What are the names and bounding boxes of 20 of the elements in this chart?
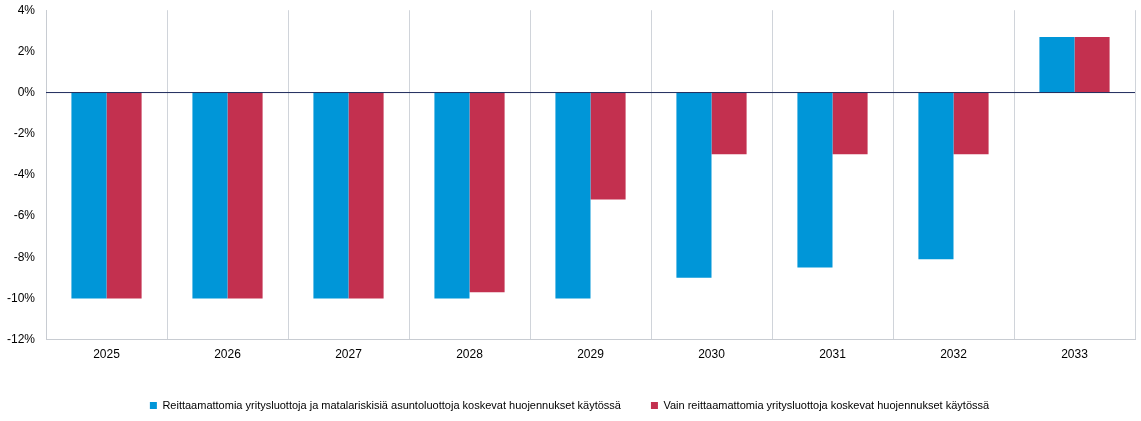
x-tick-label: 2025	[93, 347, 121, 362]
x-tick-label: 2031	[819, 347, 847, 362]
y-tick-label: -8%	[13, 249, 36, 264]
y-tick-label: -12%	[7, 331, 36, 346]
x-tick-label: 2033	[1061, 347, 1089, 362]
y-tick-label: 2%	[17, 43, 36, 58]
x-tick-label: 2026	[214, 347, 242, 362]
y-tick-label: 0%	[17, 84, 36, 99]
y-tick-label: -4%	[13, 167, 36, 182]
x-tick-label: 2027	[335, 347, 363, 362]
legend-label: Reittaamattomia yritysluottoja ja matalariskisiä asuntoluottoja koskevat huojennukset käytössä	[162, 398, 622, 411]
x-tick-label: 2032	[940, 347, 968, 362]
y-tick-label: -10%	[7, 290, 36, 305]
x-tick-label: 2030	[698, 347, 726, 362]
x-tick-label: 2029	[577, 347, 605, 362]
y-tick-label: -2%	[13, 126, 36, 141]
legend-label: Vain reittaamattomia yritysluottoja koskevat huojennukset käytössä	[663, 398, 990, 411]
x-tick-label: 2028	[456, 347, 484, 362]
y-tick-label: -6%	[13, 208, 36, 223]
y-tick-label: 4%	[17, 2, 36, 17]
